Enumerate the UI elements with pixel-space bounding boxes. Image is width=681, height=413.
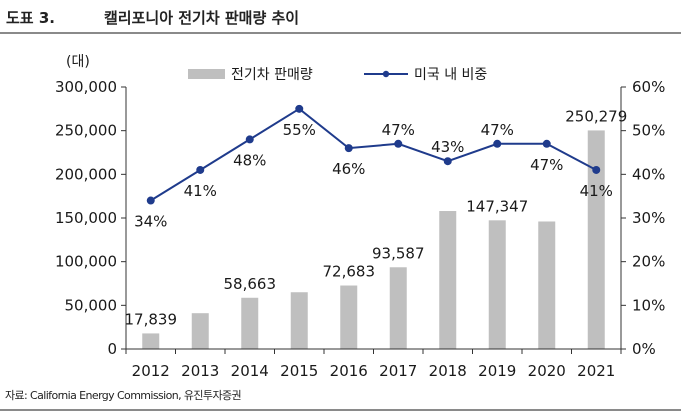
x-tick-label: 2020	[528, 362, 566, 380]
y-tick-label: 50,000	[65, 296, 118, 314]
y-tick-label: 0	[107, 340, 117, 358]
bar-2020	[538, 221, 556, 349]
share-point-2016	[344, 144, 353, 153]
figure-label: 도표 3.	[6, 9, 55, 27]
bar-2013	[191, 313, 209, 349]
share-label-2012: 34%	[134, 213, 167, 231]
share-point-2012	[146, 196, 155, 205]
y2-tick-label: 20%	[632, 253, 665, 271]
legend-line-marker	[382, 70, 390, 78]
x-tick-label: 2019	[478, 362, 516, 380]
bar-label-2019: 147,347	[466, 197, 528, 215]
y2-tick-label: 0%	[632, 340, 656, 358]
share-point-2015	[295, 104, 304, 113]
bar-label-2017: 93,587	[372, 244, 425, 262]
share-label-2014: 48%	[233, 151, 266, 169]
y-tick-label: 200,000	[55, 165, 117, 183]
legend-bar-swatch	[188, 69, 225, 79]
share-point-2019	[493, 139, 502, 148]
y2-tick-label: 50%	[632, 122, 665, 140]
share-label-2018: 43%	[431, 138, 464, 156]
bar-2018	[439, 211, 457, 349]
x-tick-label: 2012	[132, 362, 170, 380]
bar-label-2012: 17,839	[125, 310, 178, 328]
x-tick-label: 2016	[330, 362, 368, 380]
bar-2016	[340, 285, 358, 349]
y-tick-label: 150,000	[55, 209, 117, 227]
share-line	[150, 107, 597, 202]
y2-tick-label: 40%	[632, 165, 665, 183]
share-label-2015: 55%	[283, 121, 316, 139]
share-point-2014	[245, 135, 254, 144]
bar-2014	[241, 297, 259, 349]
x-tick-label: 2015	[280, 362, 318, 380]
y2-tick-label: 10%	[632, 296, 665, 314]
bar-2012	[142, 333, 160, 349]
y-axis-unit: (대)	[66, 54, 90, 70]
bar-label-2021: 250,279	[565, 107, 627, 125]
share-label-2016: 46%	[332, 160, 365, 178]
share-label-2021: 41%	[580, 182, 613, 200]
share-label-2017: 47%	[382, 121, 415, 139]
bar-2015	[290, 292, 308, 349]
x-tick-label: 2021	[577, 362, 615, 380]
x-tick-label: 2013	[181, 362, 219, 380]
share-point-2013	[196, 165, 205, 174]
y2-tick-label: 30%	[632, 209, 665, 227]
bar-2019	[488, 220, 506, 349]
y2-tick-label: 60%	[632, 78, 665, 96]
source-note: 자료: California Energy Commission, 유진투자증권	[5, 389, 242, 402]
figure-header: 도표 3. 캘리포니아 전기차 판매량 추이	[0, 0, 681, 34]
share-label-2013: 41%	[184, 182, 217, 200]
legend-bar-label: 전기차 판매량	[231, 67, 313, 83]
share-point-2020	[542, 139, 551, 148]
figure-title: 캘리포니아 전기차 판매량 추이	[104, 9, 300, 27]
header-rule	[0, 32, 681, 34]
share-point-2017	[394, 139, 403, 148]
y-tick-label: 250,000	[55, 122, 117, 140]
bar-2017	[389, 267, 407, 349]
bar-2021	[587, 130, 605, 349]
bar-label-2014: 58,663	[224, 275, 277, 293]
share-label-2020: 47%	[530, 156, 563, 174]
x-tick-label: 2018	[429, 362, 467, 380]
y-tick-label: 300,000	[55, 78, 117, 96]
x-tick-label: 2017	[379, 362, 417, 380]
bar-label-2016: 72,683	[323, 263, 376, 281]
share-point-2021	[592, 165, 601, 174]
legend-line-label: 미국 내 비중	[414, 67, 487, 83]
combo-chart: 전기차 판매량 미국 내 비중 (대) 0 50,000 100,000 150,000 20…	[55, 54, 665, 380]
x-tick-label: 2014	[231, 362, 269, 380]
footer-rule	[0, 409, 681, 411]
share-point-2018	[443, 157, 452, 166]
share-label-2019: 47%	[481, 121, 514, 139]
y-tick-label: 100,000	[55, 253, 117, 271]
